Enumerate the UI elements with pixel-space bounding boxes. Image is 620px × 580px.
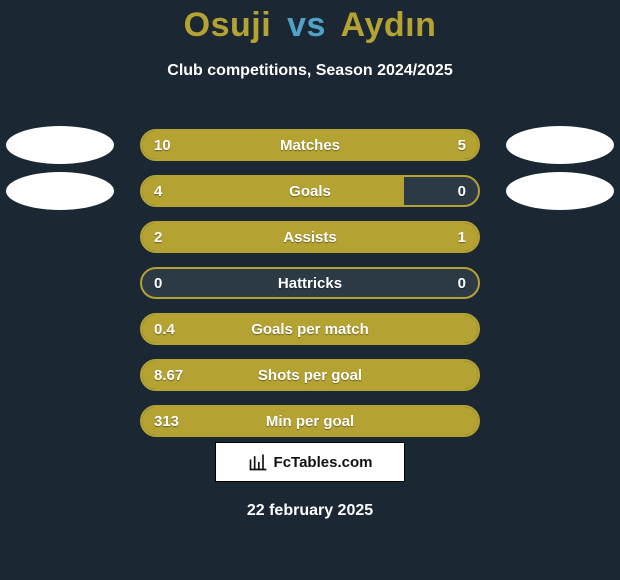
title: Osuji vs Aydın — [0, 6, 620, 45]
stat-label: Matches — [142, 131, 478, 159]
stat-row: 21Assists — [0, 214, 620, 260]
stat-bar: 313Min per goal — [140, 405, 480, 437]
stat-label: Assists — [142, 223, 478, 251]
stat-bar: 21Assists — [140, 221, 480, 253]
stat-label: Min per goal — [142, 407, 478, 435]
player-right-name: Aydın — [341, 6, 437, 44]
stat-row: 40Goals — [0, 168, 620, 214]
comparison-card: Osuji vs Aydın Club competitions, Season… — [0, 0, 620, 580]
player-left-badge — [6, 126, 114, 164]
brand-box: FcTables.com — [215, 442, 405, 482]
stat-bar: 105Matches — [140, 129, 480, 161]
stat-bar: 00Hattricks — [140, 267, 480, 299]
player-left-badge — [6, 172, 114, 210]
player-right-badge — [506, 126, 614, 164]
brand-text: FcTables.com — [274, 454, 373, 471]
stat-bar: 0.4Goals per match — [140, 313, 480, 345]
stat-row: 00Hattricks — [0, 260, 620, 306]
vs-separator: vs — [287, 6, 326, 44]
subtitle: Club competitions, Season 2024/2025 — [0, 62, 620, 80]
stat-row: 8.67Shots per goal — [0, 352, 620, 398]
stat-row: 0.4Goals per match — [0, 306, 620, 352]
stat-label: Hattricks — [142, 269, 478, 297]
player-right-badge — [506, 172, 614, 210]
stats-rows: 105Matches 40Goals 21Assists 00Hattricks 0.4… — [0, 122, 620, 444]
stat-label: Shots per goal — [142, 361, 478, 389]
stat-row: 313Min per goal — [0, 398, 620, 444]
brand-logo-icon — [248, 452, 268, 472]
stat-bar: 40Goals — [140, 175, 480, 207]
stat-label: Goals per match — [142, 315, 478, 343]
stat-bar: 8.67Shots per goal — [140, 359, 480, 391]
player-left-name: Osuji — [184, 6, 272, 44]
stat-row: 105Matches — [0, 122, 620, 168]
stat-label: Goals — [142, 177, 478, 205]
footer-date: 22 february 2025 — [0, 502, 620, 520]
